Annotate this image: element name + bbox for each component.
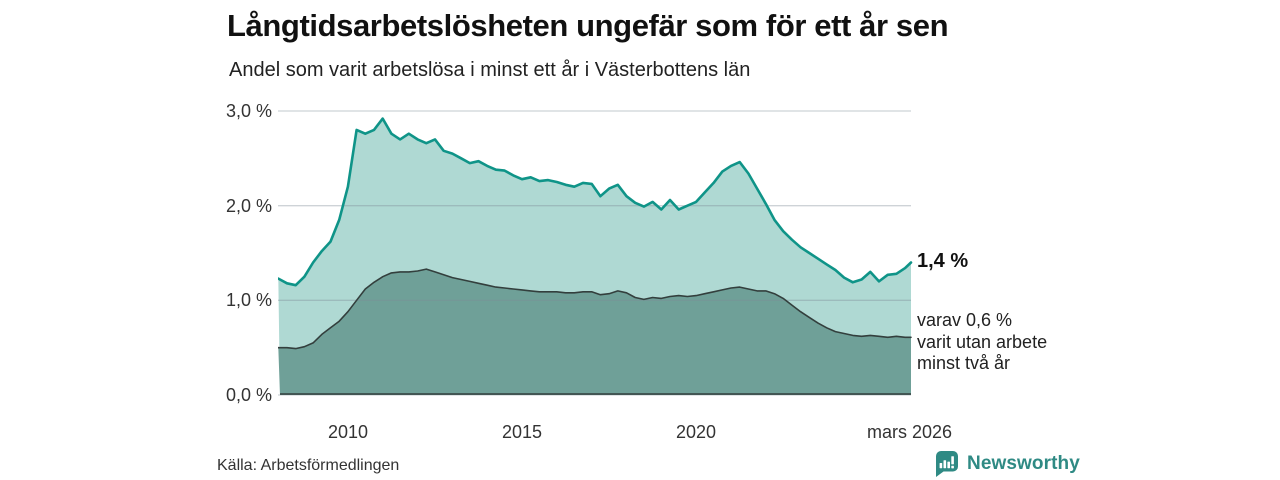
chart-subtitle: Andel som varit arbetslösa i minst ett å… (229, 59, 751, 81)
area-chart-plot (278, 110, 913, 396)
gridlines (278, 110, 911, 396)
y-tick-label: 2,0 % (225, 196, 272, 216)
source-attribution: Källa: Arbetsförmedlingen (217, 457, 400, 474)
page-title: Långtidsarbetslösheten ungefär som för e… (227, 8, 949, 43)
newsworthy-logo: Newsworthy (934, 450, 1080, 478)
newsworthy-bar-chart-bubble-icon (936, 451, 958, 477)
area-unemployed-min-two-years (278, 269, 911, 395)
y-tick-label: 3,0 % (225, 101, 272, 121)
x-tick-label: 2010 (327, 422, 369, 442)
line-unemployed-min-two-years (278, 268, 912, 350)
x-tick-label: 2020 (675, 422, 717, 442)
x-tick-label: mars 2026 (866, 422, 952, 442)
x-tick-label: 2015 (501, 422, 543, 442)
y-tick-label: 1,0 % (225, 290, 272, 310)
series2-note: varav 0,6 % varit utan arbete minst två … (917, 310, 1048, 373)
y-tick-label: 0,0 % (225, 385, 272, 405)
newsworthy-wordmark: Newsworthy (967, 453, 1080, 474)
latest-value-label: 1,4 % (917, 250, 969, 272)
line-unemployed-min-one-year (278, 117, 913, 287)
